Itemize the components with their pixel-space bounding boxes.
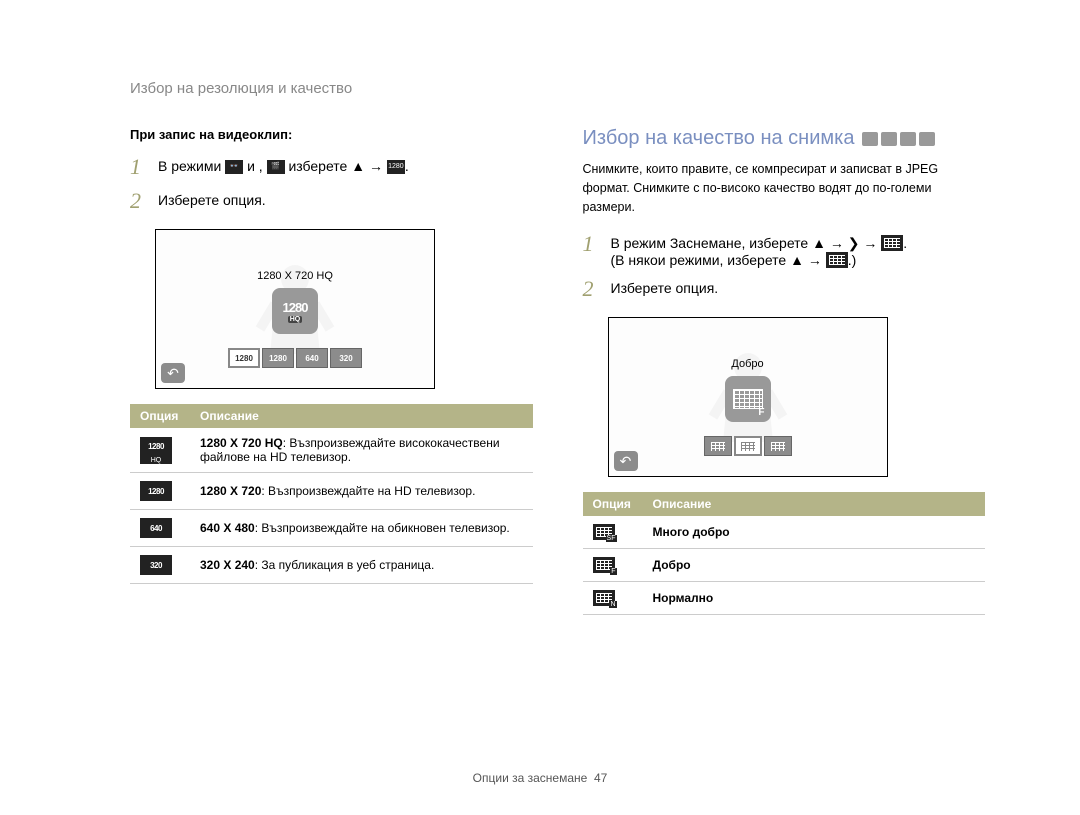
table-header-row: Опция Описание	[583, 492, 986, 516]
step1-mid: и ,	[247, 158, 263, 174]
quality-icon	[881, 235, 903, 251]
video-resolution-table: Опция Описание 1280HQ 1280 X 720 HQ: Въз…	[130, 404, 533, 584]
mode-icons-group	[862, 132, 935, 146]
lcd-option-1280hq[interactable]: 1280	[228, 348, 260, 368]
breadcrumb: Избор на резолюция и качество	[130, 80, 985, 97]
icon-quality-sf: SF	[593, 524, 615, 540]
lcd-selected-icon: 1280 HQ	[272, 288, 318, 334]
step2-text: Изберете опция.	[611, 276, 719, 296]
section-title-text: Избор на качество на снимка	[583, 127, 855, 150]
dual-mode-icon	[919, 132, 935, 146]
row-text: Добро	[653, 558, 691, 572]
table-row: N Нормално	[583, 582, 986, 615]
icon-quality-f: F	[593, 557, 615, 573]
icon-quality-n: N	[593, 590, 615, 606]
table-row: 640 640 X 480: Възпроизвеждайте на обикн…	[130, 510, 533, 547]
movie-mode-icon: 🎬	[267, 160, 285, 174]
step-number-2: 2	[583, 276, 601, 302]
page-footer: Опции за заснемане 47	[473, 771, 608, 785]
left-step-2: 2 Изберете опция.	[130, 188, 533, 214]
row-bold: 640 X 480	[200, 521, 255, 535]
lcd-icon-text-top: 1280	[283, 300, 308, 315]
lcd-option-1280[interactable]: 1280	[262, 348, 294, 368]
quality-icon	[826, 252, 848, 268]
video-subtitle: При запис на видеоклип:	[130, 127, 533, 142]
row-text: : Възпроизвеждайте на HD телевизор.	[261, 484, 475, 498]
step-number-1: 1	[583, 231, 601, 257]
lcd-icon-text-bottom: HQ	[288, 316, 303, 323]
row-text: : За публикация в уеб страница.	[255, 558, 435, 572]
right-column: Избор на качество на снимка Снимките, ко…	[583, 127, 986, 615]
video-lcd-preview: 1280 X 720 HQ 1280 HQ 1280 1280 640 320 …	[155, 229, 435, 389]
lcd-option-320[interactable]: 320	[330, 348, 362, 368]
arrow-icon: →	[863, 235, 877, 251]
lcd-selected-quality-icon: F	[725, 376, 771, 422]
scene-mode-icon	[900, 132, 916, 146]
step-number-2: 2	[130, 188, 148, 214]
table-header-row: Опция Описание	[130, 404, 533, 428]
lcd-option-n[interactable]	[764, 436, 792, 456]
footer-section: Опции за заснемане	[473, 771, 588, 785]
col-option: Опция	[583, 492, 643, 516]
col-description: Описание	[190, 404, 533, 428]
icon-1280hq: 1280	[140, 437, 172, 457]
quality-table: Опция Описание SF Много добро F Добро N …	[583, 492, 986, 615]
triangle-up-icon: ▲	[812, 235, 826, 251]
back-button[interactable]: ↶	[614, 451, 638, 471]
right-step-1: 1 В режим Заснемане, изберете ▲ → ❯ → . …	[583, 231, 986, 268]
triangle-up-icon: ▲	[790, 252, 804, 268]
step-number-1: 1	[130, 154, 148, 180]
step1-prefix: В режими	[158, 158, 221, 174]
quality-lcd-preview: Добро F ↶	[608, 317, 888, 477]
chevron-right-icon: ❯	[848, 235, 860, 251]
back-arrow-icon: ↶	[167, 365, 179, 382]
footer-page-number: 47	[594, 771, 607, 785]
row-text: : Възпроизвеждайте на обикновен телевизо…	[255, 521, 510, 535]
col-option: Опция	[130, 404, 190, 428]
table-row: 320 320 X 240: За публикация в уеб стран…	[130, 547, 533, 584]
quality-description: Снимките, които правите, се компресират …	[583, 160, 986, 216]
row-text: Много добро	[653, 525, 730, 539]
quality-section-title: Избор на качество на снимка	[583, 127, 986, 150]
lcd-resolution-label: 1280 X 720 HQ	[257, 270, 333, 282]
smart-mode-icon: 👓	[225, 160, 243, 174]
icon-1280: 1280	[140, 481, 172, 501]
lcd-quality-options	[704, 436, 792, 456]
camera-mode-icon	[862, 132, 878, 146]
table-row: SF Много добро	[583, 516, 986, 549]
triangle-up-icon: ▲	[351, 158, 365, 174]
table-row: F Добро	[583, 549, 986, 582]
back-button[interactable]: ↶	[161, 363, 185, 383]
arrow-icon: →	[369, 158, 383, 174]
row-bold: 1280 X 720 HQ	[200, 436, 283, 450]
program-mode-icon	[881, 132, 897, 146]
step2-text: Изберете опция.	[158, 188, 266, 208]
arrow-icon: →	[830, 235, 844, 251]
icon-320: 320	[140, 555, 172, 575]
icon-640: 640	[140, 518, 172, 538]
resolution-1280hq-icon: 1280	[387, 160, 405, 174]
lcd-resolution-options: 1280 1280 640 320	[228, 348, 362, 368]
lcd-quality-label: Добро	[731, 358, 763, 370]
step1-verb: изберете	[288, 158, 347, 174]
step1-line2: (В някои режими, изберете	[611, 252, 787, 268]
lcd-option-f[interactable]	[734, 436, 762, 456]
back-arrow-icon: ↶	[620, 453, 632, 470]
arrow-icon: →	[808, 252, 822, 268]
left-column: При запис на видеоклип: 1 В режими 👓 и ,…	[130, 127, 533, 615]
lcd-option-sf[interactable]	[704, 436, 732, 456]
lcd-option-640[interactable]: 640	[296, 348, 328, 368]
left-step-1: 1 В режими 👓 и , 🎬 изберете ▲ → 1280.	[130, 154, 533, 180]
col-description: Описание	[643, 492, 986, 516]
table-row: 1280HQ 1280 X 720 HQ: Възпроизвеждайте в…	[130, 428, 533, 473]
step1-prefix: В режим Заснемане, изберете	[611, 235, 809, 251]
row-text: Нормално	[653, 591, 714, 605]
table-row: 1280 1280 X 720: Възпроизвеждайте на HD …	[130, 473, 533, 510]
right-step-2: 2 Изберете опция.	[583, 276, 986, 302]
row-bold: 320 X 240	[200, 558, 255, 572]
row-bold: 1280 X 720	[200, 484, 261, 498]
